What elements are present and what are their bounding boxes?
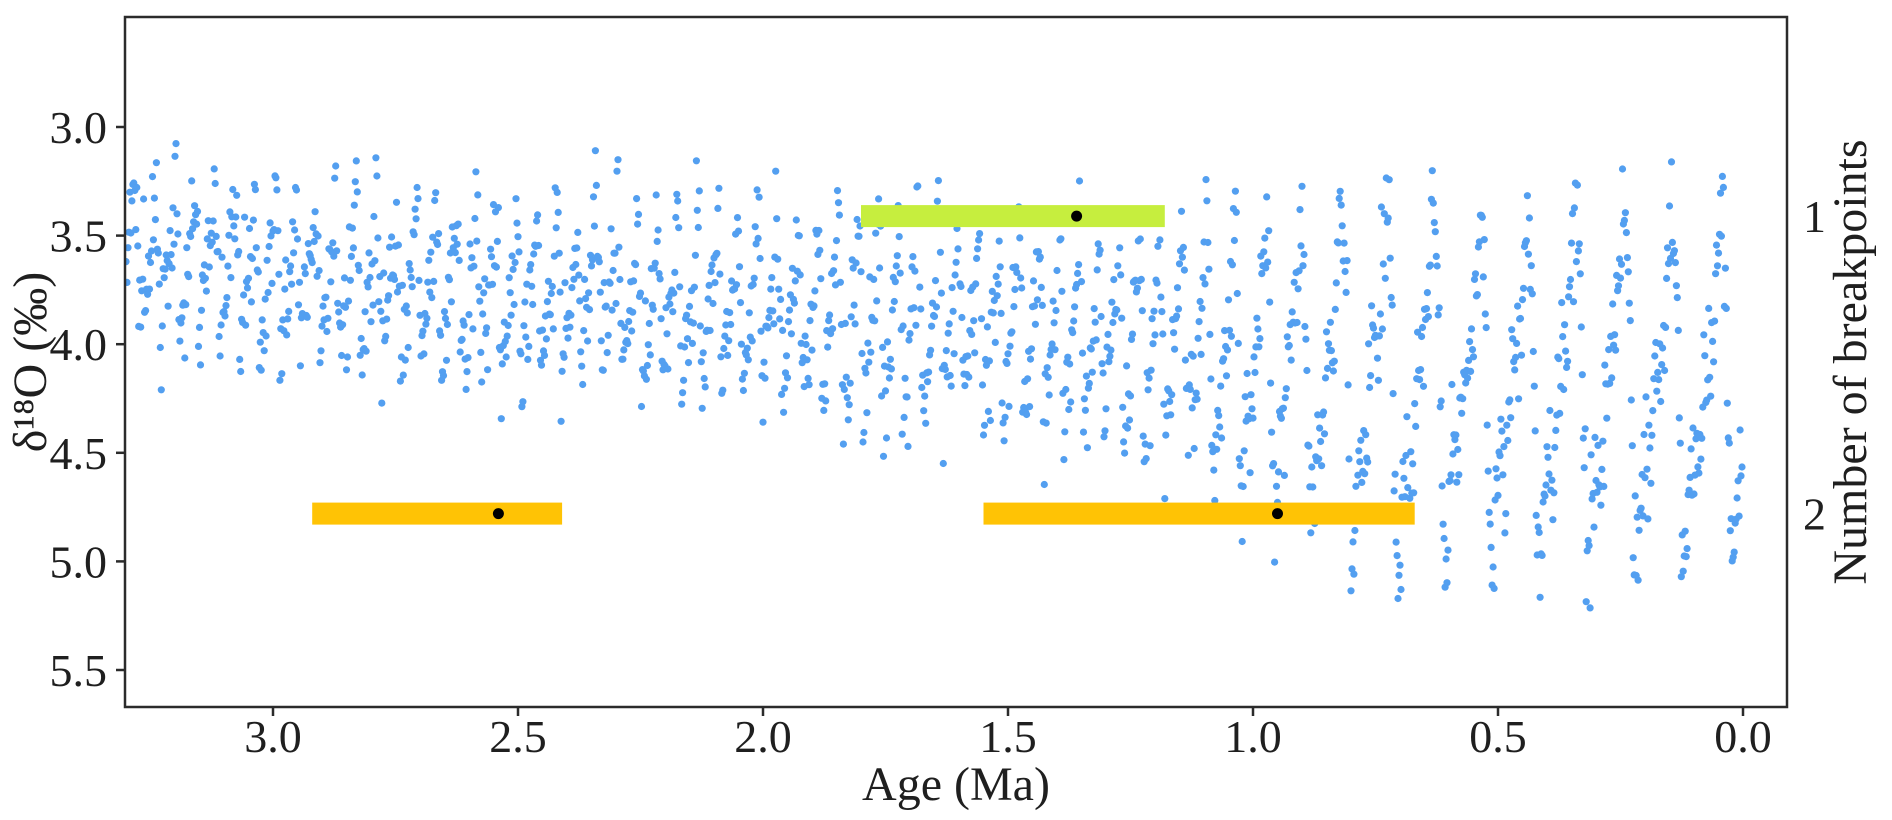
right-tick-label: 1 [1803,191,1826,242]
y-tick-label: 5.0 [50,536,108,587]
breakpoint-ci-bar-1bp [861,205,1165,228]
right-axis-ticks: 12 [1803,191,1826,540]
y-tick-label: 3.5 [50,211,108,262]
right-axis-label: Number of breakpoints [1824,139,1877,584]
x-tick-label: 0.5 [1469,711,1527,762]
scatter-points [125,140,1746,612]
x-tick-label: 2.0 [734,711,792,762]
x-tick-label: 0.0 [1714,711,1772,762]
breakpoint-confidence-bars [312,205,1415,525]
breakpoint-ci-bar-2bp [983,502,1415,525]
breakpoint-estimate-dot [1272,508,1283,520]
y-tick-label: 5.5 [50,645,108,696]
x-tick-label: 2.5 [489,711,547,762]
x-axis-ticks: 3.0 2.5 2.0 1.5 1.0 0.5 0.0 [244,707,1772,762]
right-tick-label: 2 [1803,489,1826,540]
y-axis-ticks: 3.0 3.5 4.0 4.5 5.0 5.5 [50,102,125,696]
y-tick-label: 3.0 [50,102,108,153]
x-tick-label: 1.5 [979,711,1037,762]
x-tick-label: 1.0 [1224,711,1282,762]
x-tick-label: 3.0 [244,711,302,762]
y-axis-label: δ¹⁸O (‰) [4,272,57,452]
plot-area-border [123,15,1789,709]
y-tick-label: 4.0 [50,319,108,370]
breakpoint-estimate-dot [492,508,504,520]
x-axis-label: Age (Ma) [862,758,1050,811]
y-tick-label: 4.5 [50,428,108,479]
breakpoint-ci-bar-2bp [312,502,563,525]
breakpoint-estimate-dot [1071,210,1083,222]
